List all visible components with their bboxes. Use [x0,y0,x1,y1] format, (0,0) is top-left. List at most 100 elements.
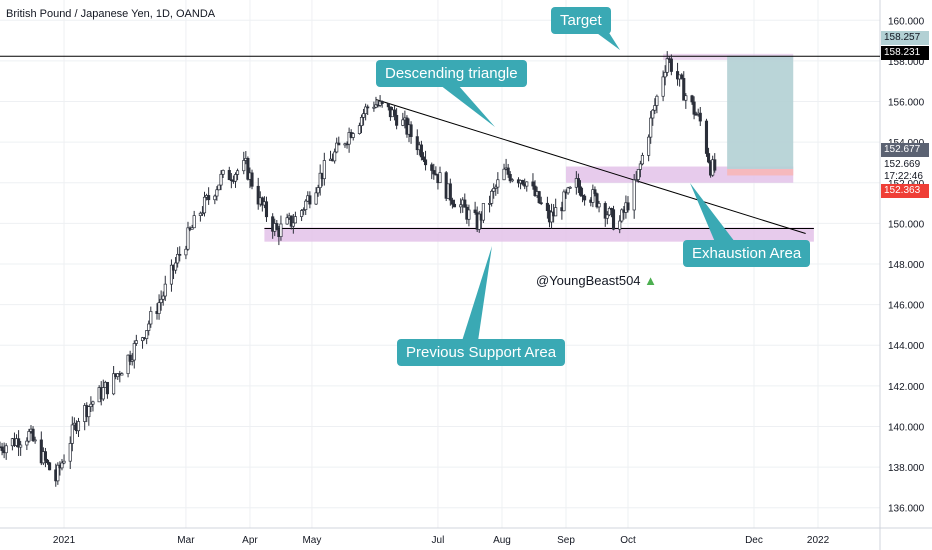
candle-body [583,195,587,201]
candle-body [264,201,269,218]
candle-body [236,170,240,175]
candle-body [322,160,326,180]
candle-body [704,120,709,154]
target-callout[interactable]: Target [551,7,611,34]
candle-body [250,172,254,187]
candle-body [140,337,145,342]
candle-body [190,227,194,230]
candle-body [421,156,426,161]
candle-body [432,170,436,175]
previous-support-area-callout[interactable]: Previous Support Area [397,339,566,366]
candle-body [289,215,293,227]
candle-body [347,132,351,145]
candle-body [591,189,595,203]
candle-body [285,217,289,225]
candle-body [198,212,202,216]
candle-body [477,213,481,230]
candle-body [279,223,283,237]
candle-body [545,202,549,212]
watermark-text: @YoungBeast504 [536,273,641,288]
candle-body [452,203,457,208]
candle-body [638,163,642,170]
candle-body [409,124,413,137]
y-tick-label: 158.000 [888,57,925,68]
candle-body [308,195,312,205]
candle-body [539,202,543,205]
candle-body [91,401,95,405]
exhaustion-area-callout[interactable]: Exhaustion Area [683,240,811,267]
candle-body [207,195,211,201]
bull-icon: ▲ [644,273,658,288]
candle-body [120,373,124,376]
candle-body [502,168,506,181]
candle-body [473,209,477,214]
candle-body [611,209,616,230]
y-tick-label: 138.000 [888,463,925,474]
candle-body [43,451,47,461]
candle-body [60,462,64,469]
candle-body [33,439,37,442]
candle-body [653,105,657,111]
candle-body [17,438,21,448]
candle-body [293,216,297,224]
triangle-callout-pointer [440,85,495,127]
candle-body [386,103,390,108]
candle-body [706,153,711,163]
candle-body [525,181,529,187]
candle-body [632,179,636,211]
candle-body [595,193,599,208]
x-tick-label: Aug [493,535,511,546]
candle-body [126,354,130,374]
descending-triangle-callout[interactable]: Descending triangle [376,60,527,87]
candle-body [366,106,370,109]
candle-body [647,136,651,156]
candle-body [620,209,624,222]
y-tick-label: 156.000 [888,98,925,109]
y-tick-label: 148.000 [888,260,925,271]
candle-body [302,209,306,211]
candle-body [450,199,454,205]
candle-body [149,311,153,325]
candle-body [467,209,471,220]
target-price-label: 158.257 [881,31,929,45]
candle-body [314,192,318,205]
candle-body [395,114,399,126]
candle-body [510,179,514,182]
candle-body [128,354,132,362]
x-tick-label: Sep [557,535,575,546]
candle-body [351,133,355,138]
candle-body [533,185,537,196]
candle-body [0,446,4,451]
candle-body [618,220,622,230]
candle-body [68,443,72,462]
candle-body [669,58,673,72]
candle-body [213,195,217,201]
candle-body [304,200,308,210]
candle-body [87,406,91,418]
candle-body [184,248,188,256]
candle-body [178,253,182,256]
candle-body [70,424,74,444]
candle-body [634,179,638,181]
candle-body [603,203,607,219]
candle-body [192,215,196,229]
candle-body [56,464,60,482]
candle-body [246,158,250,180]
candle-body [682,78,686,101]
candle-body [169,264,174,285]
candle-body [48,462,52,471]
candle-body [357,125,361,134]
candle-body [430,164,434,171]
entry-price-label: 152.677 [881,143,929,157]
candles-group [0,51,717,487]
candle-body [221,170,225,175]
candle-body [362,113,366,118]
candle-body [649,117,653,138]
candle-body [568,186,572,189]
candle-body [448,183,452,201]
candle-body [19,444,23,448]
candle-body [134,340,138,344]
candle-body [393,109,397,116]
candle-body [438,172,442,184]
